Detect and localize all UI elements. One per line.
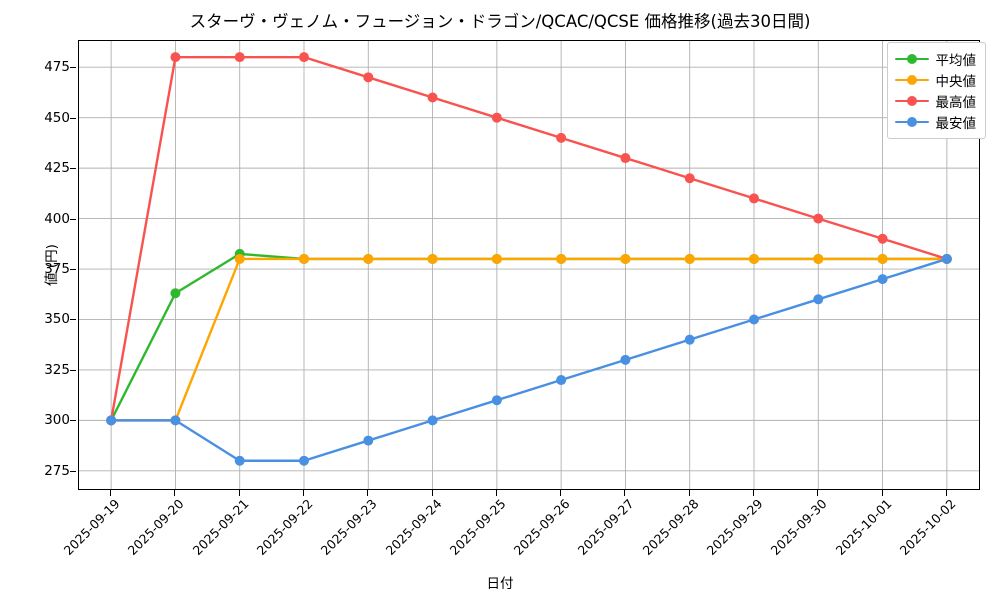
series-marker: [620, 354, 631, 365]
x-tick-mark: [431, 490, 433, 496]
series-line: [109, 55, 949, 422]
legend-item[interactable]: 平均値: [894, 48, 977, 69]
x-tick-label: 2025-10-02: [896, 496, 959, 558]
legend-item-label: 最安値: [935, 115, 977, 132]
y-tick-label: 300: [44, 412, 70, 429]
series-marker: [877, 233, 888, 244]
series-line: [109, 252, 949, 422]
series-marker: [363, 253, 374, 264]
y-tick-mark: [70, 117, 76, 119]
series-canvas: [79, 41, 979, 489]
x-tick-mark: [688, 490, 690, 496]
y-tick-label: 350: [44, 311, 70, 328]
y-tick-mark: [70, 369, 76, 371]
series-marker: [556, 132, 567, 143]
series-marker: [491, 112, 502, 123]
series-marker: [491, 253, 502, 264]
series-marker: [749, 253, 759, 264]
y-axis-tick-labels: 275 300 325 350 375 400 425 450 475: [22, 40, 76, 490]
series-line: [109, 257, 949, 462]
series-marker: [106, 415, 117, 426]
x-tick-label: 2025-09-27: [575, 496, 638, 558]
series-marker: [813, 294, 824, 305]
y-tick-label: 325: [44, 361, 70, 378]
y-tick-label: 275: [44, 462, 70, 479]
y-tick-mark: [70, 319, 76, 321]
x-tick-label: 2025-09-23: [317, 496, 380, 558]
legend-swatch-icon: [894, 72, 929, 88]
series-marker: [620, 253, 631, 264]
series-marker: [299, 52, 309, 63]
chart-legend: 平均値中央値最高値最安値: [886, 42, 986, 139]
y-tick-label: 475: [44, 59, 70, 76]
y-tick-label: 425: [44, 160, 70, 177]
series-marker: [427, 92, 438, 103]
series-marker: [749, 314, 759, 325]
series-marker: [491, 395, 502, 406]
series-marker: [427, 415, 438, 426]
x-axis-tick-labels: 2025-09-19 2025-09-20 2025-09-21 2025-09-22…: [61, 490, 980, 570]
series-line: [109, 257, 949, 422]
y-tick-label: 400: [44, 210, 70, 227]
series-marker: [363, 72, 374, 83]
legend-swatch-icon: [894, 93, 929, 109]
x-tick-mark: [367, 490, 369, 496]
legend-item-label: 中央値: [935, 73, 977, 90]
x-tick-mark: [817, 490, 819, 496]
x-tick-mark: [110, 490, 112, 496]
y-tick-mark: [70, 67, 76, 69]
chart-title: スターヴ・ヴェノム・フュージョン・ドラゴン/QCAC/QCSE 価格推移(過去3…: [189, 12, 811, 31]
x-tick-mark: [881, 490, 883, 496]
legend-item-label: 最高値: [935, 94, 977, 111]
series-marker: [363, 435, 374, 446]
series-marker: [684, 173, 695, 184]
x-tick-mark: [238, 490, 240, 496]
y-tick-label: 450: [44, 109, 70, 126]
series-marker: [941, 253, 952, 264]
series-marker: [813, 213, 824, 224]
x-tick-label: 2025-09-20: [125, 496, 188, 558]
series-marker: [684, 334, 695, 345]
series-marker: [170, 415, 181, 426]
legend-item[interactable]: 最高値: [894, 90, 977, 111]
x-tick-mark: [560, 490, 562, 496]
legend-swatch-icon: [894, 51, 929, 67]
x-axis-label: 日付: [486, 576, 514, 592]
series-marker: [813, 253, 824, 264]
series-marker: [299, 455, 309, 466]
y-tick-mark: [70, 420, 76, 422]
legend-swatch-icon: [894, 114, 929, 130]
legend-item[interactable]: 最安値: [894, 111, 977, 132]
y-tick-mark: [70, 470, 76, 472]
series-marker: [170, 288, 181, 299]
series-marker: [427, 253, 438, 264]
series-marker: [749, 193, 759, 204]
series-marker: [234, 455, 245, 466]
x-tick-mark: [303, 490, 304, 496]
series-marker: [556, 253, 567, 264]
x-tick-mark: [624, 490, 626, 496]
legend-item-label: 平均値: [935, 52, 977, 69]
x-tick-mark: [945, 490, 947, 496]
legend-item[interactable]: 中央値: [894, 69, 977, 90]
y-tick-label: 375: [44, 261, 70, 278]
y-tick-mark: [70, 218, 76, 220]
plot-area: [78, 40, 980, 490]
y-tick-mark: [70, 269, 76, 271]
x-tick-mark: [753, 490, 754, 496]
series-marker: [684, 253, 695, 264]
series-marker: [234, 52, 245, 63]
y-tick-mark: [70, 168, 76, 170]
series-marker: [299, 253, 309, 264]
x-tick-mark: [174, 490, 176, 496]
series-marker: [877, 253, 888, 264]
series-marker: [620, 153, 631, 164]
series-marker: [170, 52, 181, 63]
series-marker: [877, 274, 888, 285]
x-tick-label: 2025-09-30: [767, 496, 830, 558]
series-marker: [234, 253, 245, 264]
series-marker: [556, 375, 567, 386]
x-tick-mark: [495, 490, 497, 496]
